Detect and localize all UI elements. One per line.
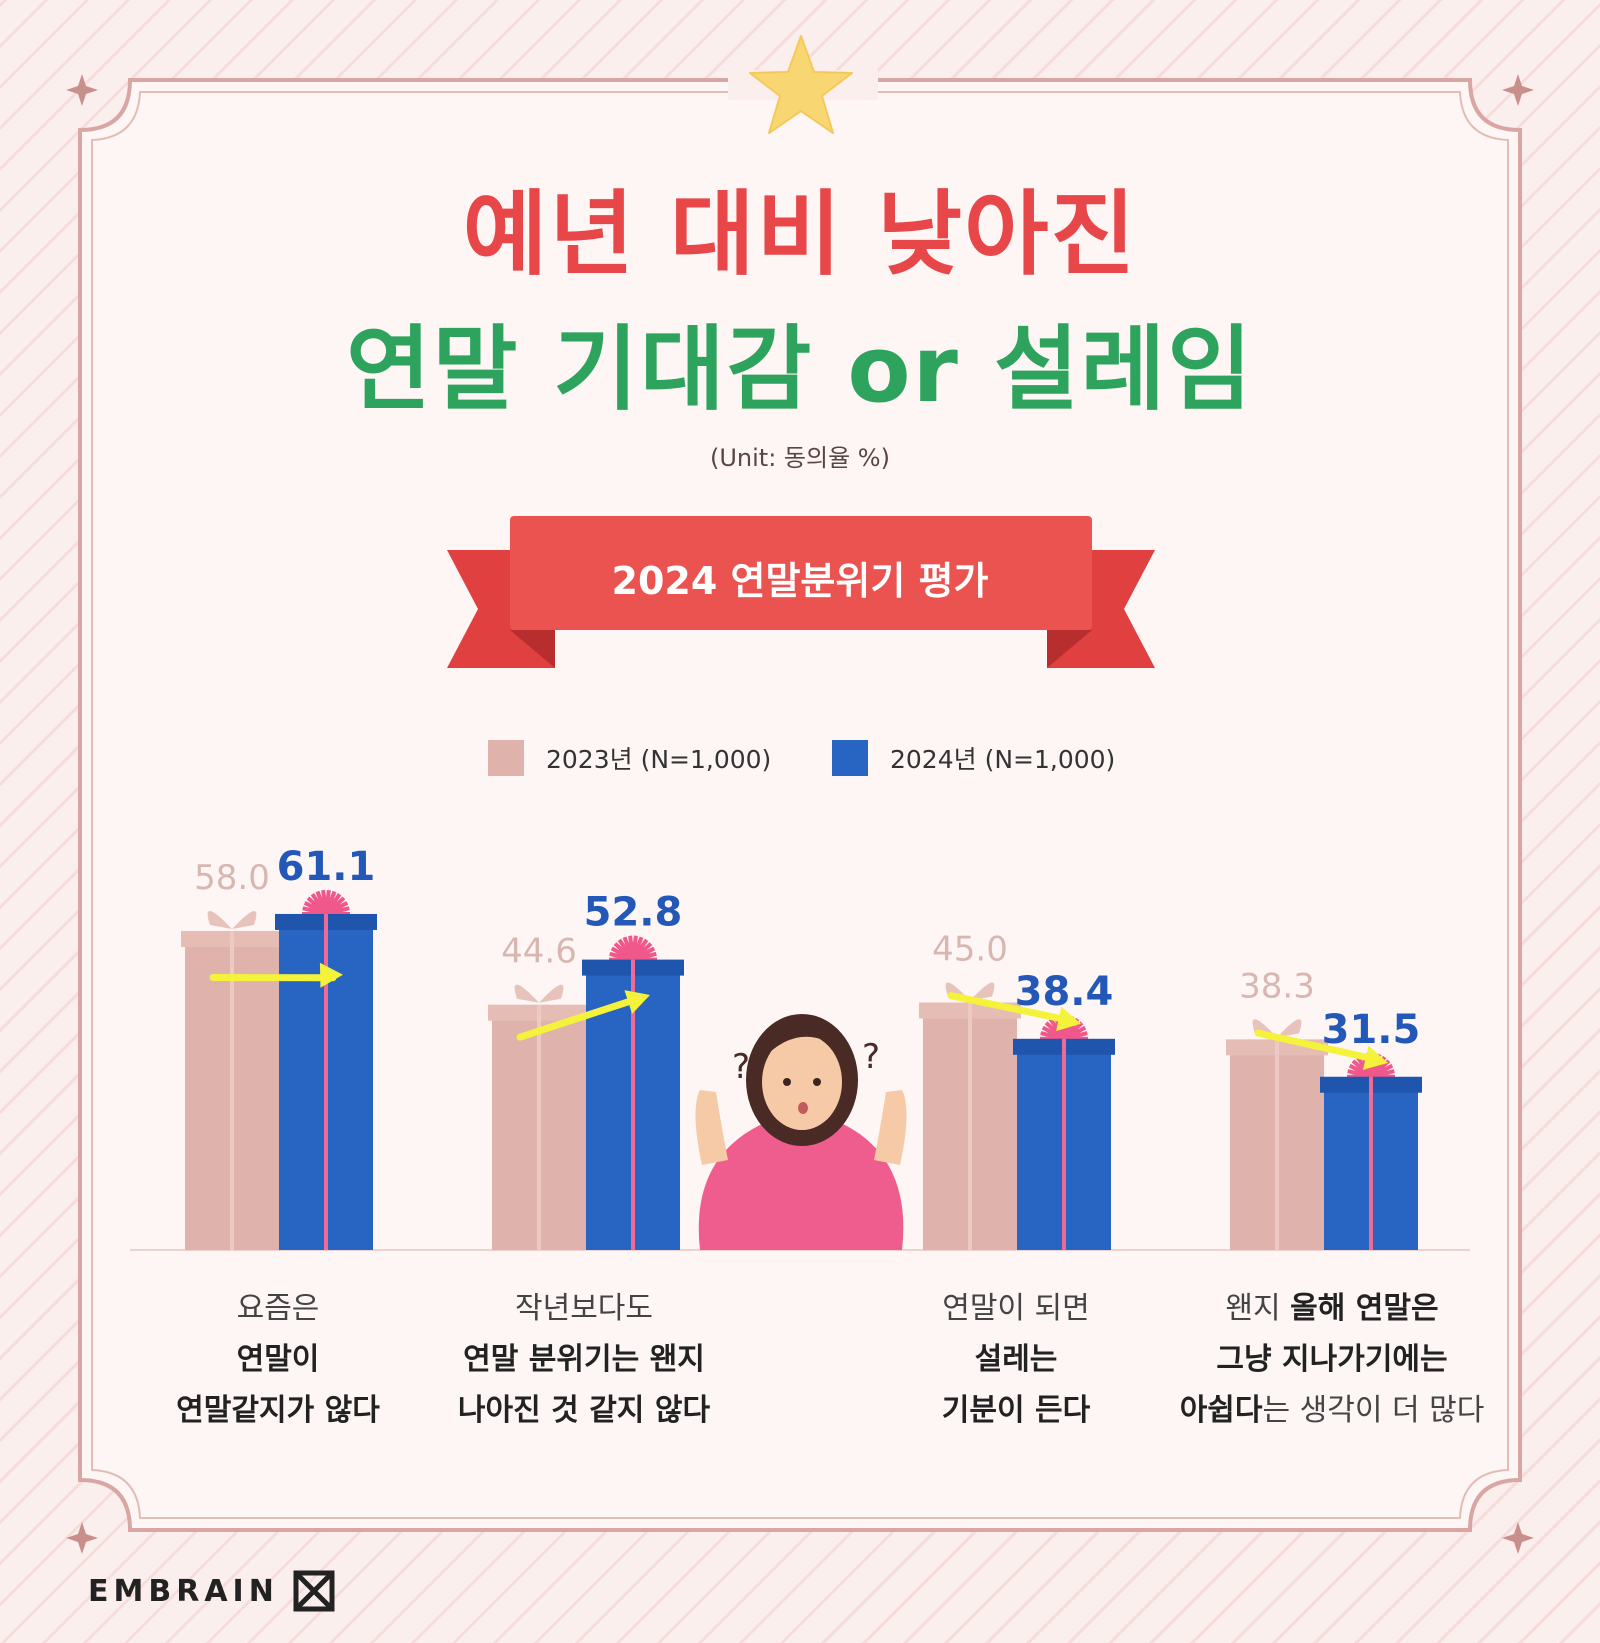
legend-swatch-2023	[488, 740, 524, 776]
category-label-segment: 왠지	[1225, 1291, 1291, 1326]
legend-label-2024: 2024년 (N=1,000)	[890, 745, 1116, 774]
title-line-1: 예년 대비 낮아진	[462, 181, 1138, 288]
category-label-line: 연말이 되면	[836, 1283, 1196, 1334]
value-label-2023: 44.6	[501, 932, 577, 972]
legend-item-2023: 2023년 (N=1,000)	[488, 738, 771, 778]
value-label-2023: 38.3	[1239, 966, 1315, 1006]
gift-pompom-2024	[302, 889, 350, 916]
value-label-2024: 31.5	[1322, 1007, 1421, 1053]
value-label-2023: 45.0	[932, 930, 1008, 970]
category-label-segment: 연말 분위기는 왠지	[463, 1342, 705, 1377]
category-label-line: 그냥 지나가기에는	[1142, 1334, 1522, 1385]
category-label-line: 설레는	[836, 1334, 1196, 1385]
value-label-2024: 38.4	[1015, 969, 1114, 1015]
ribbon-title: 2024 연말분위기 평가	[611, 559, 989, 603]
gift-pompom-2024	[609, 935, 657, 962]
value-label-2024: 61.1	[277, 844, 376, 890]
embrain-logo: EMBRAIN	[88, 1570, 335, 1612]
value-label-2024: 52.8	[584, 890, 683, 936]
category-label-segment: 연말이 되면	[942, 1291, 1090, 1326]
sparkle-icon	[1502, 74, 1534, 106]
sparkle-icon	[66, 1522, 98, 1554]
gift-bow-2023	[1277, 1019, 1302, 1038]
category-label-segment: 는 생각이 더 많다	[1262, 1393, 1485, 1428]
star-icon	[749, 35, 853, 134]
category-label-segment: 연말같지가 않다	[176, 1393, 380, 1428]
category-label-line: 연말 분위기는 왠지	[404, 1334, 764, 1385]
bar-2024-ribbon	[324, 913, 328, 1250]
title-line-2: 연말 기대감 or 설레임	[346, 316, 1254, 423]
bar-2023-ribbon	[1275, 1039, 1279, 1250]
frame-border-outer	[78, 78, 1522, 1532]
legend-swatch-2024	[832, 740, 868, 776]
bar-2024-ribbon	[631, 959, 635, 1250]
category-label-line: 연말이	[98, 1334, 458, 1385]
sparkle-icon	[1502, 1522, 1534, 1554]
category-label-line: 연말같지가 않다	[98, 1385, 458, 1436]
bar-2023-ribbon	[230, 931, 234, 1250]
frame-border-inner	[91, 91, 1509, 1519]
category-label-segment: 나아진 것 같지 않다	[457, 1393, 711, 1428]
gift-bow-2023	[539, 984, 564, 1003]
bar-2024-ribbon	[1369, 1076, 1373, 1250]
category-label-segment: 그냥 지나가기에는	[1216, 1342, 1448, 1377]
svg-text:?: ?	[862, 1037, 880, 1077]
trend-arrow-icon	[516, 990, 650, 1041]
gift-bow-2023	[514, 984, 539, 1003]
category-label-line: 요즘은	[98, 1283, 458, 1334]
trend-arrow-icon	[1254, 1029, 1388, 1070]
logo-text: EMBRAIN	[88, 1573, 279, 1609]
category-label-segment: 작년보다도	[515, 1291, 653, 1326]
bar-2023-ribbon	[968, 1002, 972, 1250]
gift-bow-2023	[207, 910, 232, 929]
category-label-line: 아쉽다는 생각이 더 많다	[1142, 1385, 1522, 1436]
legend-item-2024: 2024년 (N=1,000)	[832, 738, 1115, 778]
embrain-logo-icon	[293, 1570, 335, 1612]
bar-2024-ribbon	[1062, 1038, 1066, 1250]
confused-woman-illustration: ? ?	[695, 1014, 907, 1250]
legend-label-2023: 2023년 (N=1,000)	[546, 745, 772, 774]
category-label-segment: 연말이	[236, 1342, 320, 1377]
category-label-segment: 설레는	[974, 1342, 1058, 1377]
category-label-line: 나아진 것 같지 않다	[404, 1385, 764, 1436]
sparkle-icon	[66, 74, 98, 106]
trend-arrow-icon	[947, 992, 1081, 1032]
category-label-line: 기분이 든다	[836, 1385, 1196, 1436]
category-label-line: 왠지 올해 연말은	[1142, 1283, 1522, 1334]
gift-bow-2023	[970, 982, 995, 1001]
category-label-segment: 요즘은	[236, 1291, 320, 1326]
bar-2023-ribbon	[537, 1004, 541, 1250]
category-label-line: 작년보다도	[404, 1283, 764, 1334]
category-label-segment: 아쉽다	[1179, 1393, 1263, 1428]
trend-arrow-icon	[209, 962, 343, 988]
category-label-segment: 기분이 든다	[941, 1393, 1091, 1428]
gift-bow-2023	[232, 910, 257, 929]
value-label-2023: 58.0	[194, 858, 270, 898]
unit-note: (Unit: 동의율 %)	[710, 444, 890, 472]
category-label-segment: 올해 연말은	[1290, 1291, 1439, 1326]
ribbon-banner	[447, 516, 1155, 668]
svg-text:?: ?	[732, 1047, 750, 1087]
